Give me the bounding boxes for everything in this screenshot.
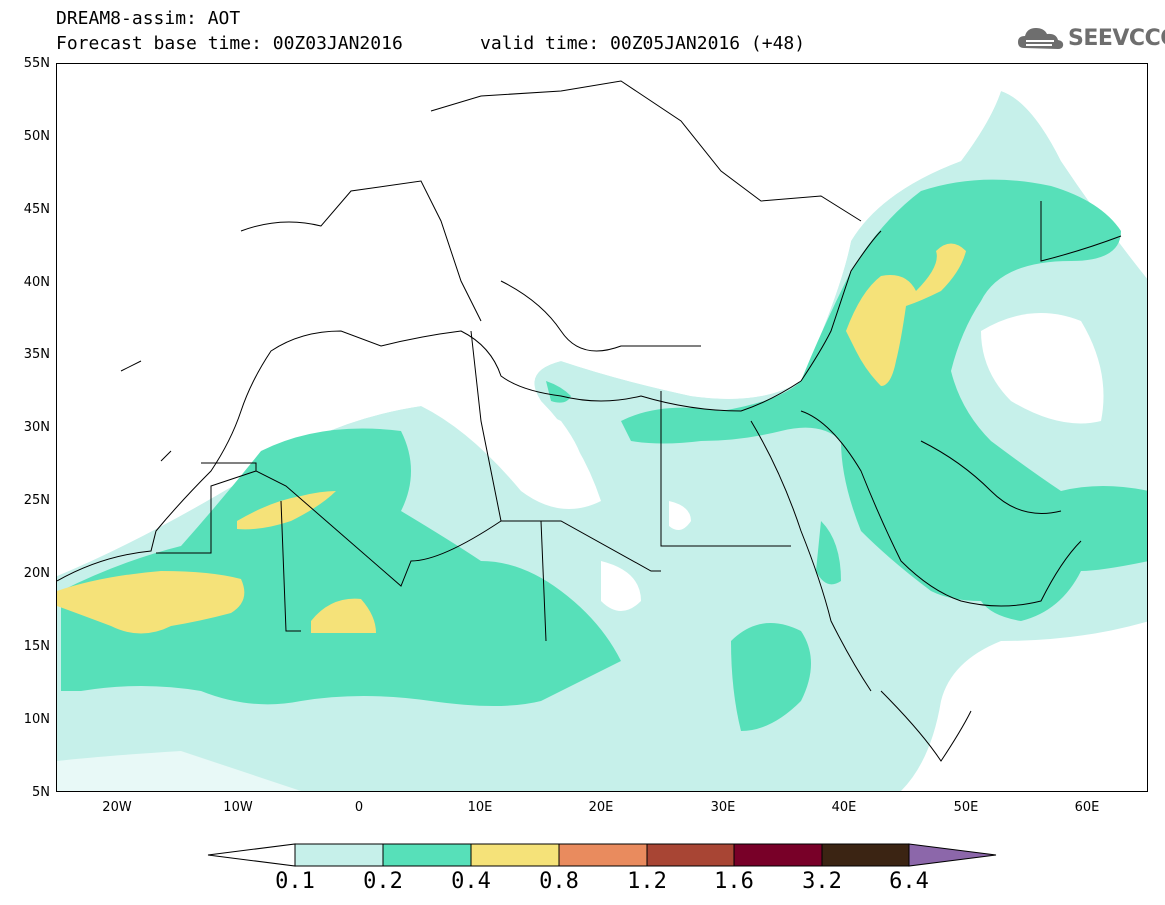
colorbar-box-0.8 bbox=[558, 843, 648, 867]
aot-shading-0.4 bbox=[57, 243, 966, 634]
lat-label-40n: 40N bbox=[23, 275, 50, 290]
lat-label-30n: 30N bbox=[23, 420, 50, 435]
lon-label-10e: 10E bbox=[467, 800, 493, 815]
colorbar-under-arrow bbox=[207, 843, 296, 867]
aot-shading-0.2 bbox=[61, 179, 1147, 731]
colorbar-box-0.4 bbox=[470, 843, 560, 867]
lat-label-50n: 50N bbox=[23, 129, 50, 144]
colorbar-label-3.2: 3.2 bbox=[802, 869, 842, 894]
valid-time: valid time: 00Z05JAN2016 (+48) bbox=[480, 33, 806, 54]
map-panel bbox=[56, 63, 1148, 792]
aot-clear-areas bbox=[57, 64, 1147, 791]
cloud-logo-icon bbox=[1018, 28, 1064, 49]
lat-label-25n: 25N bbox=[23, 493, 50, 508]
lat-label-35n: 35N bbox=[23, 347, 50, 362]
lat-label-45n: 45N bbox=[23, 202, 50, 217]
lat-label-10n: 10N bbox=[23, 712, 50, 727]
seevccc-logo: SEEVCCC bbox=[1016, 22, 1165, 56]
lon-label-20e: 20E bbox=[588, 800, 614, 815]
logo-text: SEEVCCC bbox=[1068, 26, 1165, 51]
colorbar-label-1.6: 1.6 bbox=[714, 869, 754, 894]
colorbar-label-6.4: 6.4 bbox=[889, 869, 929, 894]
lon-label-40e: 40E bbox=[831, 800, 857, 815]
aot-colorbar bbox=[207, 843, 997, 867]
country-borders bbox=[57, 80, 1122, 762]
colorbar-label-0.8: 0.8 bbox=[539, 869, 579, 894]
colorbar-label-1.2: 1.2 bbox=[627, 869, 667, 894]
lat-label-55n: 55N bbox=[23, 56, 50, 71]
colorbar-label-0.2: 0.2 bbox=[363, 869, 403, 894]
colorbar-box-1.6 bbox=[733, 843, 823, 867]
lat-label-15n: 15N bbox=[23, 639, 50, 654]
colorbar-box-1.2 bbox=[646, 843, 735, 867]
lon-label-0: 0 bbox=[354, 800, 364, 815]
lon-label-30e: 30E bbox=[710, 800, 736, 815]
lon-label-50e: 50E bbox=[953, 800, 979, 815]
lon-label-20w: 20W bbox=[102, 800, 132, 815]
colorbar-label-0.4: 0.4 bbox=[451, 869, 491, 894]
lat-label-5n: 5N bbox=[32, 785, 50, 800]
lon-label-60e: 60E bbox=[1074, 800, 1100, 815]
colorbar-box-3.2 bbox=[821, 843, 910, 867]
colorbar-label-0.1: 0.1 bbox=[275, 869, 315, 894]
colorbar-over-arrow bbox=[908, 843, 997, 867]
colorbar-box-0.2 bbox=[382, 843, 472, 867]
forecast-base-time: Forecast base time: 00Z03JAN2016 bbox=[56, 33, 403, 54]
lat-label-20n: 20N bbox=[23, 566, 50, 581]
aot-map bbox=[57, 64, 1147, 791]
lon-label-10w: 10W bbox=[223, 800, 253, 815]
map-title: DREAM8-assim: AOT bbox=[56, 8, 241, 29]
colorbar-box-0.1 bbox=[294, 843, 384, 867]
